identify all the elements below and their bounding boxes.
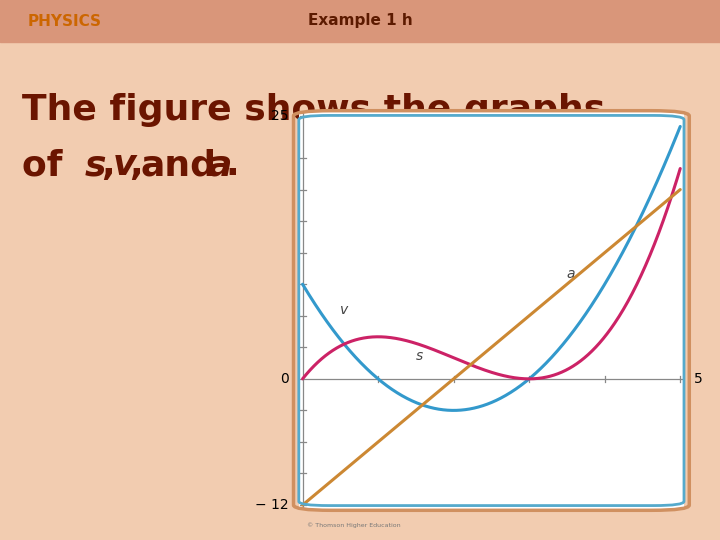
Text: 5: 5 [694,372,703,386]
Text: Example 1 h: Example 1 h [307,14,413,29]
Text: v: v [341,303,348,318]
Bar [0,0,720,42]
Text: of: of [22,148,75,182]
Text: and: and [141,148,217,182]
Text: .: . [225,148,238,182]
Text: s: s [85,148,107,182]
Text: − 12: − 12 [256,498,289,512]
Text: a: a [567,267,575,281]
Text: 0: 0 [280,372,289,386]
Text: The figure shows the graphs: The figure shows the graphs [22,93,606,127]
Text: ,: , [129,148,143,182]
Text: © Thomson Higher Education: © Thomson Higher Education [307,522,400,528]
Text: PHYSICS: PHYSICS [28,14,102,29]
Text: 25: 25 [271,109,289,123]
Text: s: s [416,349,423,363]
Text: v: v [113,148,137,182]
Text: a: a [207,148,231,182]
Text: ,: , [101,148,114,182]
